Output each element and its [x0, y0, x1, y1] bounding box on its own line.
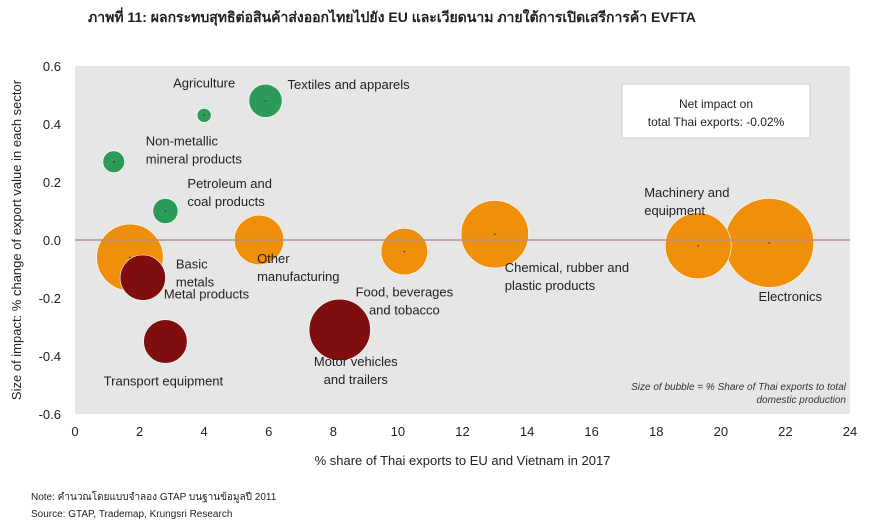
- y-tick-label: -0.4: [39, 349, 61, 364]
- bubble-size-note-line-2: domestic production: [757, 395, 847, 406]
- chart-title: ภาพที่ 11: ผลกระทบสุทธิต่อสินค้าส่งออกไท…: [88, 9, 696, 25]
- bubble-label: Motor vehicles and trailers: [314, 354, 398, 387]
- x-tick-label: 22: [778, 424, 792, 439]
- bubble-label: Chemical, rubber and plastic products: [505, 260, 629, 293]
- x-tick-label: 24: [843, 424, 857, 439]
- y-axis-title: Size of impact: % change of export value…: [9, 79, 24, 400]
- bubble-label: Metal products: [164, 287, 250, 302]
- y-tick-label: 0.4: [43, 117, 61, 132]
- x-tick-label: 10: [391, 424, 405, 439]
- bubble-center-dot: [768, 242, 771, 244]
- bubble-size-note-line-1: Size of bubble = % Share of Thai exports…: [631, 382, 847, 393]
- bubble-labels: Agriculture Textiles and apparels Non-meta…: [104, 75, 823, 388]
- x-tick-label: 6: [265, 424, 272, 439]
- bubble-size-note: Size of bubble = % Share of Thai exports…: [631, 382, 847, 406]
- x-tick-label: 14: [520, 424, 534, 439]
- x-tick-label: 12: [455, 424, 469, 439]
- net-impact-box: Net impact on total Thai exports: -0.02%: [621, 83, 811, 139]
- bubble-center-dot: [264, 100, 267, 102]
- bubble-label: Electronics: [758, 289, 822, 304]
- x-tick-label: 0: [71, 424, 78, 439]
- bubble-label: Transport equipment: [104, 374, 224, 389]
- y-tick-label: 0.0: [43, 233, 61, 248]
- bubble-label: Basic metals: [176, 256, 215, 289]
- x-tick-label: 4: [201, 424, 208, 439]
- bubble-center-dot: [697, 245, 700, 247]
- bubble-label: Machinery and equipment: [644, 185, 729, 218]
- y-tick-label: -0.6: [39, 407, 61, 422]
- y-axis-ticks: -0.6 -0.4 -0.2 0.0 0.2 0.4 0.6: [39, 59, 61, 422]
- bubble-center-dot: [129, 256, 131, 259]
- bubble-layer: [96, 83, 815, 364]
- x-axis-title: % share of Thai exports to EU and Vietna…: [315, 453, 611, 468]
- bubble-label: Food, beverages and tobacco: [356, 285, 454, 318]
- x-tick-label: 8: [330, 424, 337, 439]
- net-impact-line-2: total Thai exports: -0.02%: [648, 115, 785, 129]
- net-impact-line-1: Net impact on: [679, 97, 753, 111]
- bubble-center-dot: [164, 210, 167, 212]
- x-axis-ticks: 0 2 4 6 8 10 12 14 16 18 20 22 24: [71, 424, 857, 439]
- bubble-center-dot: [203, 114, 205, 117]
- bubble-label: Textiles and apparels: [288, 77, 411, 92]
- y-tick-label: 0.6: [43, 59, 61, 74]
- y-tick-label: -0.2: [39, 291, 61, 306]
- y-tick-label: 0.2: [43, 175, 61, 190]
- bubble-label: Other manufacturing: [257, 251, 339, 284]
- x-tick-label: 2: [136, 424, 143, 439]
- bubble-center-dot: [493, 233, 496, 235]
- bubble-label: Non-metallic mineral products: [146, 134, 243, 167]
- bubble-center-dot: [164, 340, 167, 343]
- bubble-center-dot: [142, 276, 144, 279]
- bubble-label: Petroleum and coal products: [187, 176, 272, 209]
- x-tick-label: 18: [649, 424, 663, 439]
- x-tick-label: 16: [584, 424, 598, 439]
- bubble-center-dot: [403, 250, 406, 253]
- bubble-label: Agriculture: [173, 75, 235, 90]
- note: Note: คำนวณโดยแบบจำลอง GTAP บนฐานข้อมูลป…: [31, 492, 277, 503]
- x-tick-label: 20: [714, 424, 728, 439]
- bubble-center-dot: [338, 329, 341, 331]
- bubble-center-dot: [112, 160, 115, 163]
- source: Source: GTAP, Trademap, Krungsri Researc…: [31, 509, 233, 520]
